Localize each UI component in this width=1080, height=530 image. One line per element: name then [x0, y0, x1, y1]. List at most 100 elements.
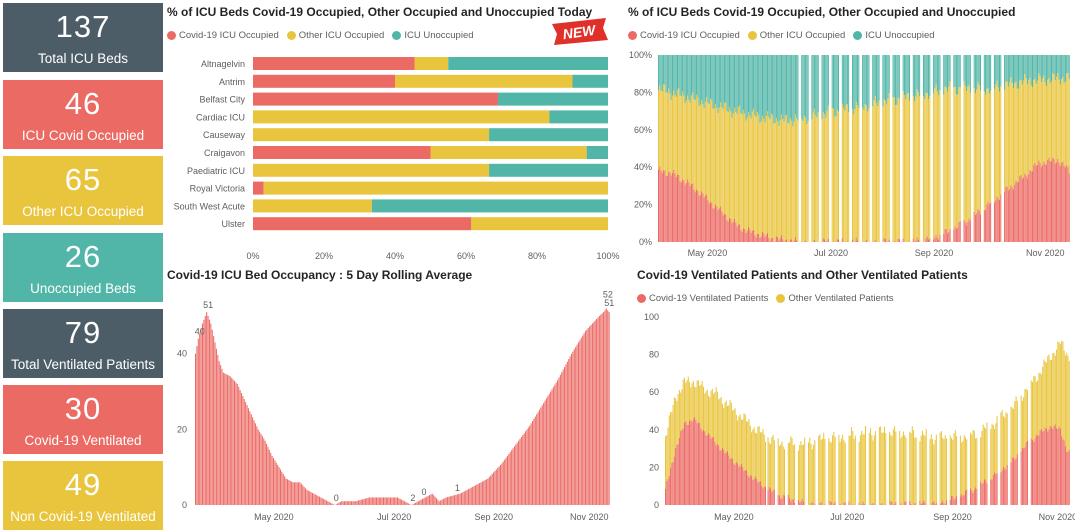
bar-segment	[1014, 401, 1015, 460]
bar-segment	[1029, 78, 1030, 170]
bar-segment	[838, 112, 839, 240]
bar-segment	[659, 166, 660, 242]
bar-segment	[1000, 86, 1001, 194]
bar-segment	[1046, 86, 1047, 165]
bar	[233, 379, 234, 505]
bar-segment	[946, 501, 947, 505]
bar-segment	[1040, 373, 1041, 431]
bar-segment	[776, 118, 777, 236]
bar-segment	[1007, 413, 1008, 464]
bar-segment	[874, 100, 875, 242]
legend-item[interactable]: Covid-19 ICU Occupied	[628, 30, 740, 41]
bar-segment	[673, 170, 674, 242]
bar-segment	[828, 55, 829, 106]
bar-segment	[812, 449, 813, 502]
bar-segment	[745, 233, 746, 242]
bar-segment	[923, 435, 924, 501]
bar-segment	[808, 55, 809, 121]
bar-segment	[714, 109, 715, 209]
bar-segment	[947, 92, 948, 234]
bar	[354, 501, 355, 505]
bar-segment	[753, 230, 754, 242]
bar-segment	[950, 500, 951, 505]
bar-segment	[668, 172, 669, 242]
bar	[252, 417, 253, 505]
bar-segment	[755, 476, 756, 505]
bar-segment	[1042, 165, 1043, 242]
legend-item[interactable]: Other ICU Occupied	[748, 30, 846, 41]
bar-segment	[923, 55, 924, 96]
bar-segment	[932, 502, 933, 505]
bar-segment	[986, 423, 987, 484]
bar-segment	[948, 86, 949, 231]
bar-segment	[923, 96, 924, 242]
legend-item[interactable]: ICU Unoccupied	[392, 30, 473, 41]
bar-segment	[730, 55, 731, 111]
legend-item[interactable]: ICU Unoccupied	[853, 30, 934, 41]
bar-segment	[1040, 163, 1041, 242]
bar	[283, 474, 284, 505]
bar-segment	[909, 55, 910, 101]
bar-segment	[954, 433, 955, 499]
bar-segment	[943, 234, 944, 242]
bar-segment	[1055, 80, 1056, 163]
bar	[249, 411, 250, 505]
bar-segment	[659, 55, 660, 85]
bar-segment	[798, 451, 799, 500]
bar-segment	[737, 55, 738, 114]
bar-segment	[784, 495, 785, 505]
bar	[607, 310, 608, 505]
legend-item[interactable]: Covid-19 ICU Occupied	[167, 30, 279, 41]
bar-segment	[764, 434, 765, 486]
bar-segment	[1019, 80, 1020, 176]
bar-segment	[680, 393, 681, 432]
bar-segment	[855, 436, 856, 505]
bar-segment	[896, 105, 897, 242]
bar-segment	[919, 96, 920, 242]
bar-segment	[1000, 194, 1001, 242]
bar	[195, 354, 196, 505]
legend-item[interactable]: Other ICU Occupied	[287, 30, 385, 41]
bar-segment	[966, 91, 967, 225]
bar-segment	[784, 121, 785, 242]
bar-segment	[974, 88, 975, 212]
bar	[242, 396, 243, 505]
bar-segment	[1004, 469, 1005, 505]
bar-segment	[732, 223, 733, 242]
bar-segment	[772, 55, 773, 115]
bar-segment	[1022, 179, 1023, 242]
bar-segment	[837, 55, 838, 110]
bar-segment	[989, 55, 990, 94]
bar-segment	[875, 240, 876, 242]
bar	[228, 376, 229, 505]
legend-item[interactable]: Other Ventilated Patients	[776, 293, 893, 304]
bar-segment	[958, 87, 959, 222]
bar-segment	[1032, 55, 1033, 87]
bar	[295, 482, 296, 505]
category-label: Paediatric ICU	[187, 166, 245, 176]
bar-segment	[898, 98, 899, 239]
bar-segment	[709, 435, 710, 505]
bar-segment	[904, 55, 905, 95]
legend-item[interactable]: Covid-19 Ventilated Patients	[637, 293, 768, 304]
bar-segment	[919, 441, 920, 501]
bar-segment	[872, 106, 873, 242]
y-tick-label: 40	[177, 349, 187, 359]
bar-segment	[953, 87, 954, 229]
bar	[461, 493, 462, 505]
bar-segment	[886, 55, 887, 104]
bar-segment	[733, 55, 734, 113]
bar-segment	[752, 480, 753, 505]
y-tick-label: 20	[649, 462, 659, 472]
bar-segment	[781, 114, 782, 235]
bar	[518, 441, 519, 505]
bar-segment	[912, 426, 913, 505]
bar-segment	[732, 118, 733, 223]
bar-segment	[794, 241, 795, 242]
bar-segment	[743, 110, 744, 228]
bar-segment	[695, 387, 696, 420]
category-label: Royal Victoria	[190, 184, 245, 194]
bar-segment	[661, 55, 662, 90]
bar-segment	[955, 55, 956, 87]
kpi-label: Unoccupied Beds	[3, 280, 163, 298]
